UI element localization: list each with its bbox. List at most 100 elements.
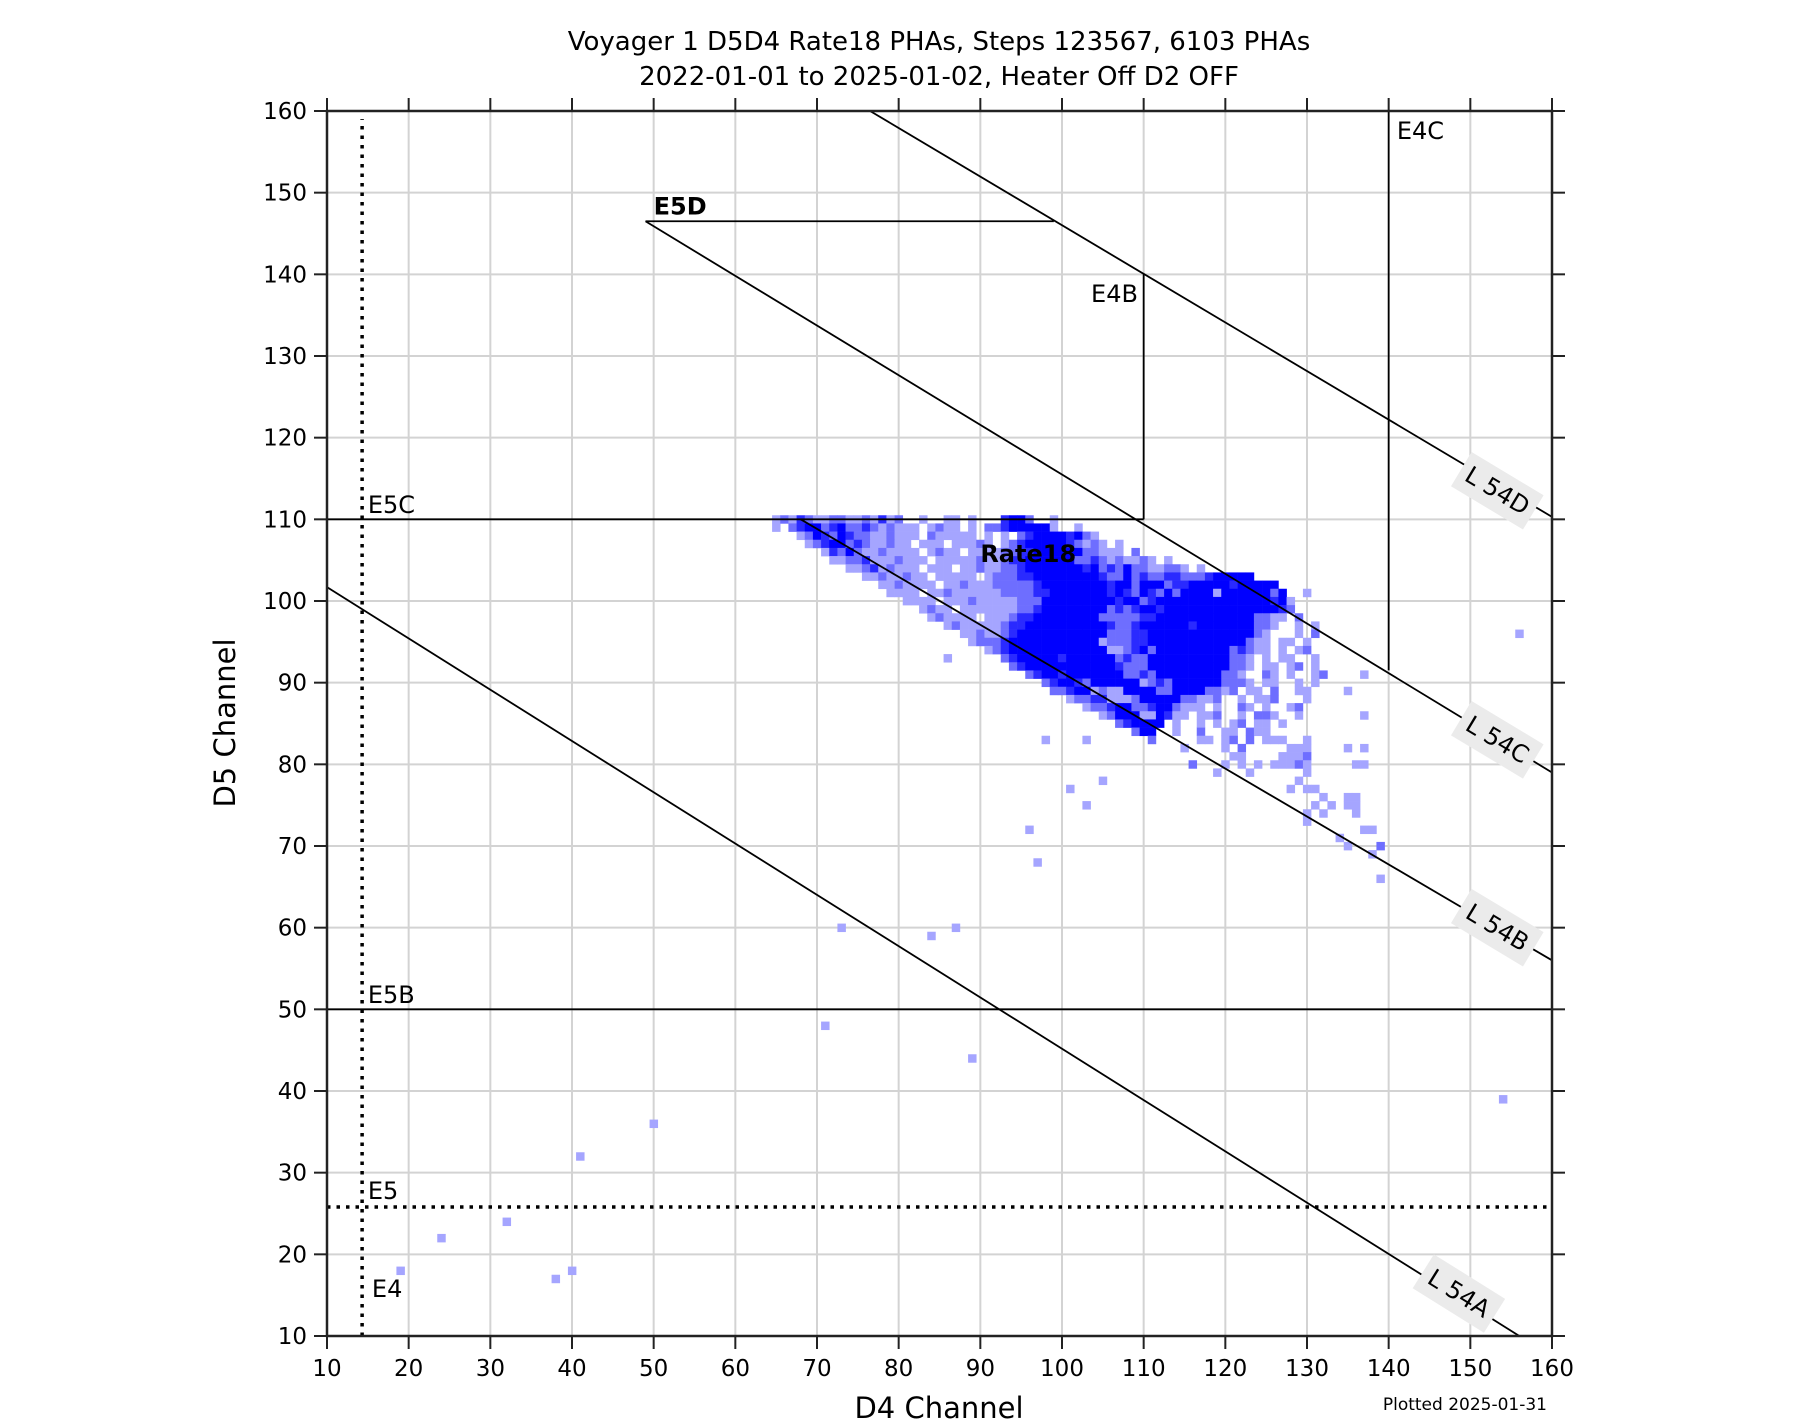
histogram-cell: [1245, 735, 1255, 745]
histogram-cell: [1082, 588, 1091, 598]
histogram-cell: [1311, 801, 1320, 810]
histogram-cell: [935, 613, 944, 622]
histogram-cell: [1033, 613, 1042, 622]
histogram-cell: [968, 572, 977, 581]
histogram-cell: [1000, 539, 1010, 549]
histogram-cell: [1090, 547, 1100, 557]
histogram-cell: [984, 629, 993, 639]
histogram-cell: [1033, 858, 1042, 867]
histogram-cell: [1180, 588, 1189, 598]
histogram-cell: [1196, 703, 1206, 712]
histogram-cell: [1319, 809, 1328, 818]
histogram-cell: [959, 539, 969, 549]
histogram-cell: [878, 564, 887, 573]
histogram-cell: [1213, 645, 1222, 655]
histogram-cell: [1106, 596, 1116, 606]
line-label: L 54C: [1450, 701, 1544, 779]
histogram-cell: [1237, 629, 1247, 639]
x-tick-label: 80: [884, 1356, 913, 1382]
histogram-cell: [1164, 670, 1173, 679]
histogram-cell: [992, 637, 1002, 647]
histogram-cell: [951, 923, 961, 933]
histogram-cell: [1155, 637, 1165, 647]
x-tick-label: 70: [802, 1356, 831, 1382]
histogram-cell: [1147, 556, 1157, 565]
histogram-cell: [1164, 711, 1173, 720]
histogram-cell: [910, 547, 920, 557]
histogram-cell: [992, 621, 1002, 630]
histogram-cell: [1066, 613, 1075, 622]
histogram-cell: [1360, 711, 1369, 720]
y-tick-label: 150: [263, 181, 307, 207]
histogram-cell: [968, 547, 977, 557]
histogram-cell: [1155, 662, 1165, 671]
histogram-cell: [1253, 719, 1263, 728]
histogram-cell: [1213, 596, 1222, 606]
histogram-cell: [1311, 678, 1320, 688]
histogram-cell: [1302, 743, 1312, 753]
histogram-cell: [1074, 629, 1083, 639]
chart-title: Voyager 1 D5D4 Rate18 PHAs, Steps 123567…: [568, 27, 1311, 57]
histogram-cell: [796, 523, 806, 532]
histogram-cell: [976, 605, 985, 614]
histogram-cell: [1204, 572, 1214, 581]
histogram-cell: [1049, 662, 1059, 671]
histogram-cell: [1286, 784, 1296, 794]
histogram-cell: [1213, 580, 1222, 590]
histogram-cell: [1139, 694, 1149, 704]
y-tick-label: 110: [263, 507, 307, 533]
histogram-cell: [1131, 564, 1140, 573]
histogram-cell: [935, 531, 944, 541]
region-label: E5: [368, 1177, 398, 1205]
histogram-cell: [886, 572, 895, 581]
histogram-cell: [1302, 645, 1312, 655]
histogram-cell: [1000, 645, 1010, 655]
histogram-cell: [845, 556, 855, 565]
histogram-cell: [649, 1119, 659, 1129]
histogram-cell: [861, 547, 871, 557]
histogram-cell: [968, 588, 977, 598]
histogram-cell: [1082, 605, 1091, 614]
histogram-cell: [1196, 564, 1206, 573]
histogram-cell: [968, 1054, 977, 1063]
histogram-cell: [1221, 588, 1230, 598]
x-axis-label: D4 Channel: [854, 1391, 1023, 1424]
histogram-cell: [1180, 637, 1189, 647]
histogram-cell: [1147, 564, 1157, 573]
histogram-cell: [1180, 629, 1189, 639]
histogram-cell: [1311, 654, 1320, 663]
histogram-cell: [1082, 621, 1091, 630]
histogram-cell: [1204, 621, 1214, 630]
histogram-cell: [1278, 588, 1287, 598]
histogram-cell: [837, 923, 846, 933]
histogram-cell: [1164, 613, 1173, 622]
histogram-cell: [1237, 760, 1247, 769]
histogram-cell: [1278, 637, 1287, 647]
histogram-cell: [976, 629, 985, 639]
histogram-cell: [821, 539, 830, 549]
histogram-cell: [1041, 596, 1051, 606]
histogram-cell: [1270, 621, 1279, 630]
histogram-cell: [829, 547, 838, 557]
histogram-cell: [1131, 678, 1140, 688]
histogram-cell: [919, 539, 928, 549]
histogram-cell: [1147, 645, 1157, 655]
histogram-cell: [1221, 670, 1230, 679]
histogram-cell: [1017, 596, 1026, 606]
histogram-cell: [1000, 613, 1010, 622]
histogram-cell: [1270, 678, 1279, 688]
histogram-cell: [1106, 621, 1116, 630]
histogram-cell: [1204, 735, 1214, 745]
histogram-cell: [1196, 678, 1206, 688]
histogram-cell: [1115, 694, 1124, 704]
x-tick-label: 120: [1203, 1356, 1247, 1382]
histogram-cell: [821, 547, 830, 557]
histogram-cell: [1123, 588, 1132, 598]
histogram-cell: [1262, 588, 1271, 598]
histogram-cell: [1319, 792, 1328, 802]
histogram-cell: [886, 588, 895, 598]
histogram-cell: [1115, 719, 1124, 728]
histogram-cell: [1294, 629, 1304, 639]
histogram-cell: [1115, 662, 1124, 671]
